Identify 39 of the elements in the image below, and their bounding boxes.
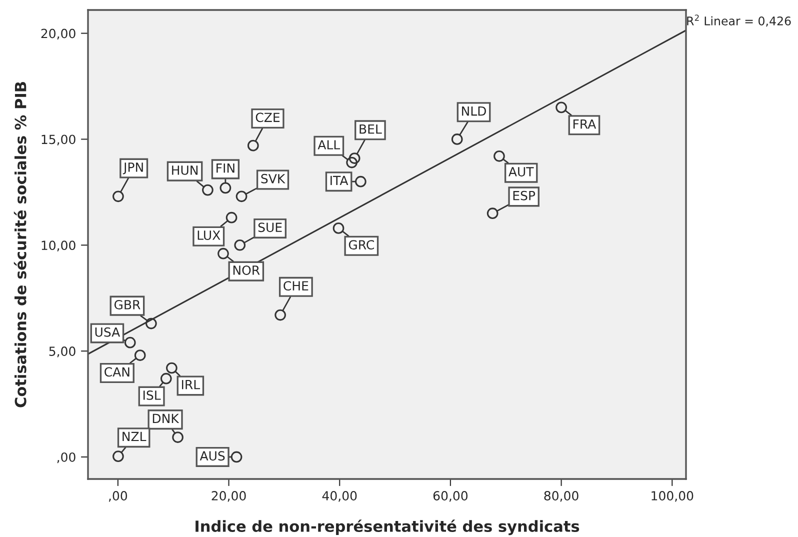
annotation: GBR [114,300,140,310]
annotation: LUX [198,230,220,240]
annotation: CHE [284,281,308,291]
annotation: CAN [104,367,130,377]
annotation: SUE [258,222,282,232]
annotation: AUS [200,451,225,461]
annotation: FIN [216,164,234,173]
annotation: FRA [573,119,596,129]
annotation: DNK [152,414,180,424]
annotation: ISL [143,390,161,400]
x-tick-label: ,00 [108,491,128,502]
annotation: HUN [172,166,198,175]
annotation: BEL [360,124,382,134]
annotation: USA [95,327,120,337]
annotation: CZE [256,112,280,122]
x-tick-label: 80,00 [544,491,578,502]
text: R$^{2}$ Linear = 0,426 [687,14,791,27]
y-tick-label: 20,00 [41,28,76,40]
x-tick-label: 20,00 [212,491,246,502]
x-tick-label: 60,00 [433,491,468,502]
annotation: NLD [462,106,486,116]
annotation: NZL [122,432,146,442]
y-axis-title: Cotisations de sécurité sociales % PIB [14,82,26,408]
y-tick-label: 15,00 [42,134,76,146]
annotation: GRC [348,240,374,250]
annotation: AUT [508,167,534,176]
annotation: ITA [330,176,348,186]
annotation: SVK [261,174,286,184]
annotation: NOR [233,265,260,275]
annotation: ALL [318,140,340,150]
y-tick-label: ,00 [57,452,76,464]
annotation: ESP [513,190,536,200]
y-tick-label: 5,00 [49,346,76,358]
x-axis-title: Indice de non-représentativité des syndicats [196,520,580,536]
annotation: JPN [122,162,143,174]
y-tick-label: 10,00 [42,240,76,252]
x-tick-label: 40,00 [322,491,357,502]
x-tick-label: 100,00 [652,491,694,502]
annotation: IRL [182,380,200,390]
